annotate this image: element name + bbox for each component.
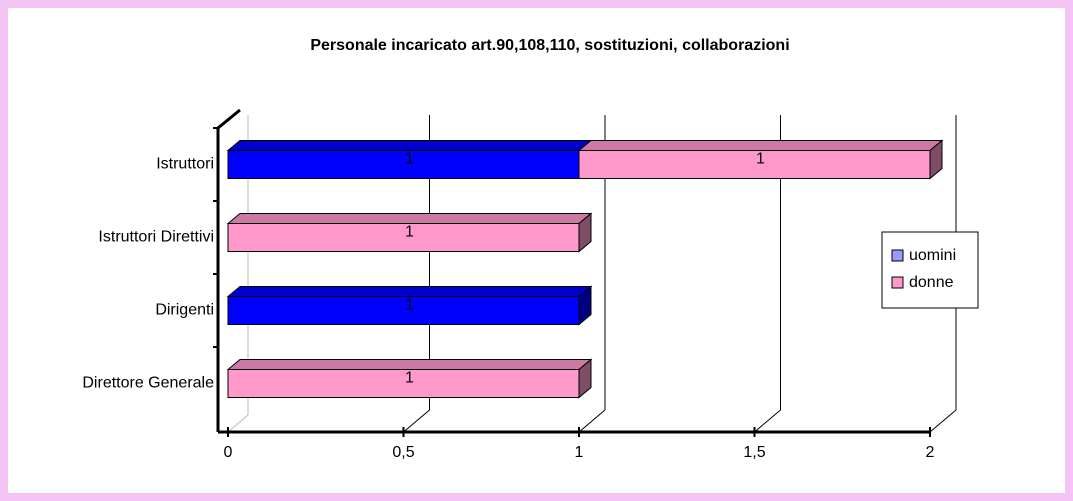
bar-top bbox=[226, 359, 593, 370]
chart-title: Personale incaricato art.90,108,110, sos… bbox=[310, 37, 789, 54]
bar-top bbox=[577, 140, 944, 151]
data-label: 1 bbox=[405, 370, 414, 387]
x-tick-label: 0,5 bbox=[392, 444, 414, 461]
y-tick-label: Istruttori Direttivi bbox=[98, 229, 214, 246]
floor-line bbox=[578, 409, 606, 433]
legend-box bbox=[881, 231, 979, 309]
data-label: 1 bbox=[405, 224, 414, 241]
floor-line bbox=[929, 409, 957, 433]
bar bbox=[227, 369, 580, 398]
floor-line bbox=[403, 409, 430, 433]
back-wall bbox=[227, 414, 249, 433]
bar bbox=[227, 150, 580, 179]
bar-top bbox=[226, 286, 593, 297]
bar bbox=[227, 296, 580, 325]
legend-swatch bbox=[891, 249, 904, 262]
floor-line bbox=[754, 409, 781, 433]
x-tick-label: 2 bbox=[926, 444, 935, 461]
x-tick-label: 1,5 bbox=[743, 444, 765, 461]
bar bbox=[227, 223, 580, 252]
bar-side bbox=[578, 358, 592, 399]
legend-swatch bbox=[891, 276, 904, 289]
data-label: 1 bbox=[756, 151, 765, 168]
data-label: 1 bbox=[405, 297, 414, 314]
x-tick-label: 1 bbox=[575, 444, 584, 461]
legend-label: uomini bbox=[909, 247, 956, 264]
bar-top bbox=[226, 213, 593, 224]
bar-side bbox=[578, 212, 592, 253]
bar-side bbox=[929, 139, 943, 180]
bar-top bbox=[226, 140, 593, 151]
y-tick-label: Dirigenti bbox=[155, 302, 214, 319]
bar-side bbox=[578, 285, 592, 326]
y-tick-label: Istruttori bbox=[156, 156, 214, 173]
data-label: 1 bbox=[405, 151, 414, 168]
y-tick-label: Direttore Generale bbox=[82, 375, 214, 392]
x-tick-label: 0 bbox=[224, 444, 233, 461]
bar bbox=[578, 150, 931, 179]
legend-label: donne bbox=[909, 274, 954, 291]
